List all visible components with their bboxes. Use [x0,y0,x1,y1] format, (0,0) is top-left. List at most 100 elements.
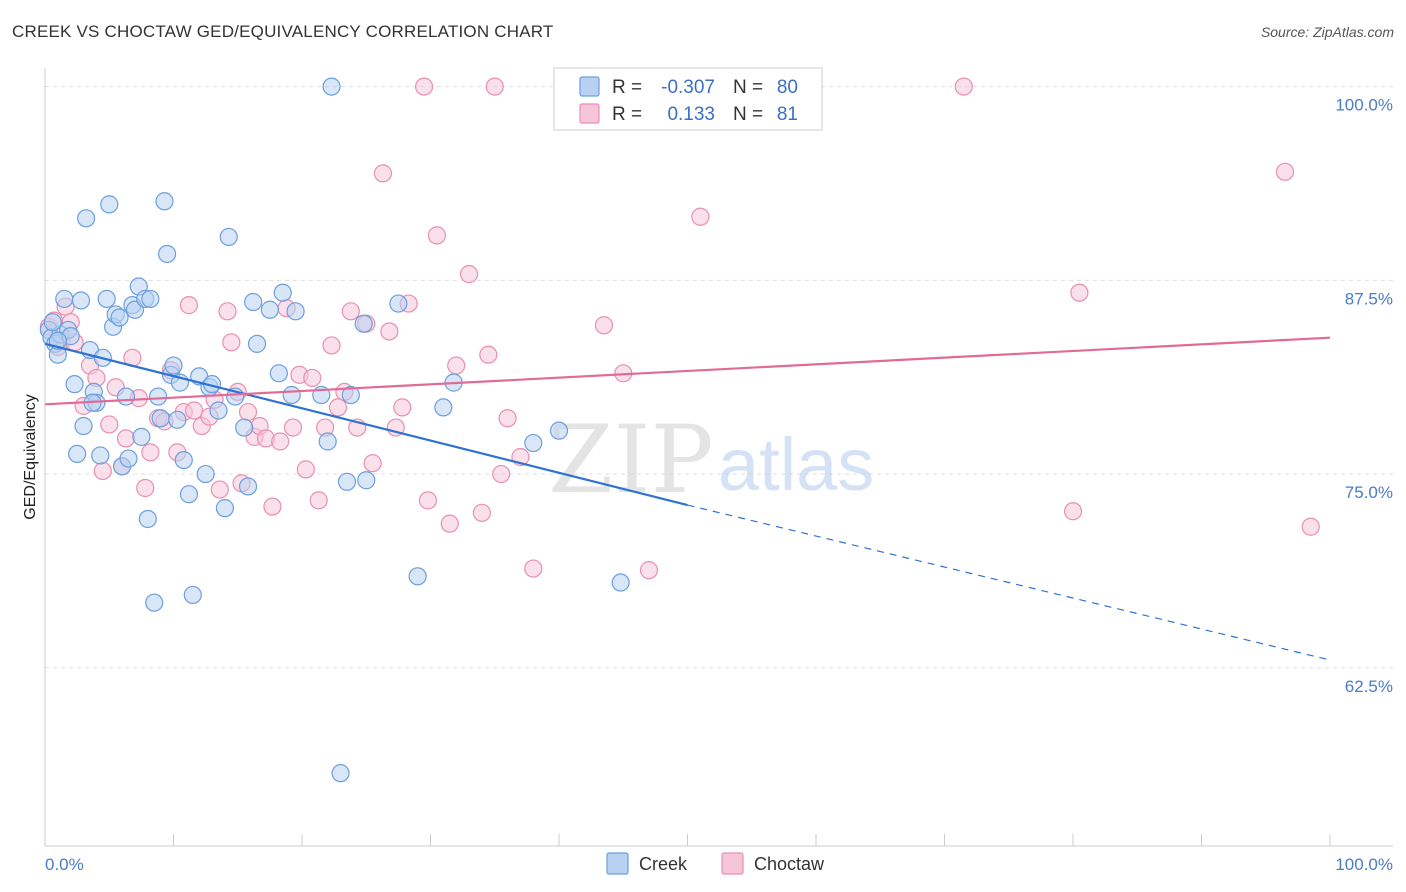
choctaw-point [1301,517,1320,536]
choctaw-point [479,345,498,364]
creek-point [611,573,630,592]
y-tick-label: 87.5% [1345,289,1393,308]
legend-creek-n-value: 80 [777,77,798,98]
creek-point [138,509,157,529]
creek-point [244,292,263,312]
legend-creek-r-value: -0.307 [661,77,715,98]
choctaw-point [309,491,328,510]
creek-point [331,764,350,783]
creek-point [260,300,279,319]
creek-point [337,472,357,491]
creek-point [286,302,305,321]
creek-point [318,432,337,451]
grid-lines [45,86,1393,669]
choctaw-point [222,333,241,352]
creek-point [235,418,254,437]
choctaw-point [414,77,434,96]
choctaw-point [418,491,438,510]
choctaw-point [136,478,155,498]
legend-creek-n-label: N = [733,77,763,98]
creek-point [97,289,116,309]
choctaw-point [363,454,382,473]
choctaw-point [524,559,543,578]
creek-point [141,289,160,309]
source-credit: Source: ZipAtlas.com [1260,24,1394,40]
choctaw-point [373,164,393,183]
bottom-legend-choctaw-swatch [721,852,744,875]
choctaw-point [1063,502,1083,521]
creek-point [524,433,543,453]
creek-trend-line [44,342,688,507]
choctaw-point [691,207,710,226]
trend-lines [44,336,1331,661]
watermark-zip: ZIP [548,406,714,515]
choctaw-point [179,296,199,315]
creek-point [132,427,151,446]
creek-point [247,334,267,353]
creek-point [219,227,238,247]
creek-point [55,289,74,309]
creek-point [549,421,569,440]
y-tick-label: 100.0% [1335,96,1393,115]
creek-point [183,585,202,605]
choctaw-point [498,409,517,428]
watermark: ZIP atlas [548,406,874,515]
creek-point [164,356,183,375]
choctaw-trend-line [44,336,1331,406]
creek-point [100,195,119,214]
stats-legend: R = -0.307 N = 80 R = 0.133 N = 81 [553,67,823,131]
x-axis-ticks [44,834,1331,846]
creek-point [408,567,427,586]
y-tick-label: 75.0% [1345,483,1393,502]
creek-point [110,308,129,327]
choctaw-point [594,316,614,335]
x-tick-label-min: 0.0% [45,855,84,874]
y-tick-label: 62.5% [1345,677,1393,696]
bottom-legend-creek-label: Creek [639,854,688,874]
watermark-atlas: atlas [718,423,874,506]
legend-choctaw-n-value: 81 [777,104,798,125]
creek-point [151,409,170,428]
choctaw-point [639,561,659,580]
choctaw-point [322,336,341,355]
choctaw-point [427,226,447,245]
choctaw-point [393,398,412,417]
creek-point [273,283,292,302]
choctaw-point [263,497,282,516]
choctaw-point [328,398,348,417]
choctaw-point [184,401,204,420]
bottom-legend-creek-swatch [606,852,629,875]
creek-point [145,593,164,612]
choctaw-point [296,460,315,479]
choctaw-point [100,415,119,434]
choctaw-point [141,443,160,462]
choctaw-point [116,429,136,448]
axes [44,68,1393,847]
creek-point [116,387,136,406]
chart-title: CREEK VS CHOCTAW GED/EQUIVALENCY CORRELA… [12,22,554,41]
y-axis-label: GED/Equivalency [22,394,39,519]
creek-point [68,444,87,464]
y-axis-tick-labels: 62.5% 75.0% 87.5% 100.0% [1335,96,1393,696]
creek-point [174,450,193,470]
creek-point [354,314,373,333]
choctaw-point [218,302,237,321]
legend-choctaw-n-label: N = [733,104,763,125]
creek-point [43,313,62,332]
choctaw-point [459,265,479,284]
legend-creek-swatch [579,76,600,97]
choctaw-point [271,432,290,451]
creek-point [71,291,91,310]
choctaw-point [1275,162,1295,181]
creek-point [196,464,215,484]
creek-point [74,416,93,436]
choctaw-point [440,514,459,533]
bottom-legend-choctaw-label: Choctaw [754,854,825,874]
choctaw-point [238,402,258,422]
choctaw-point [210,480,229,499]
creek-point [157,244,177,264]
creek-point [65,375,84,394]
choctaw-point [93,461,112,481]
creek-point [179,485,199,504]
x-axis-tick-labels: 0.0% 100.0% [45,855,1393,874]
